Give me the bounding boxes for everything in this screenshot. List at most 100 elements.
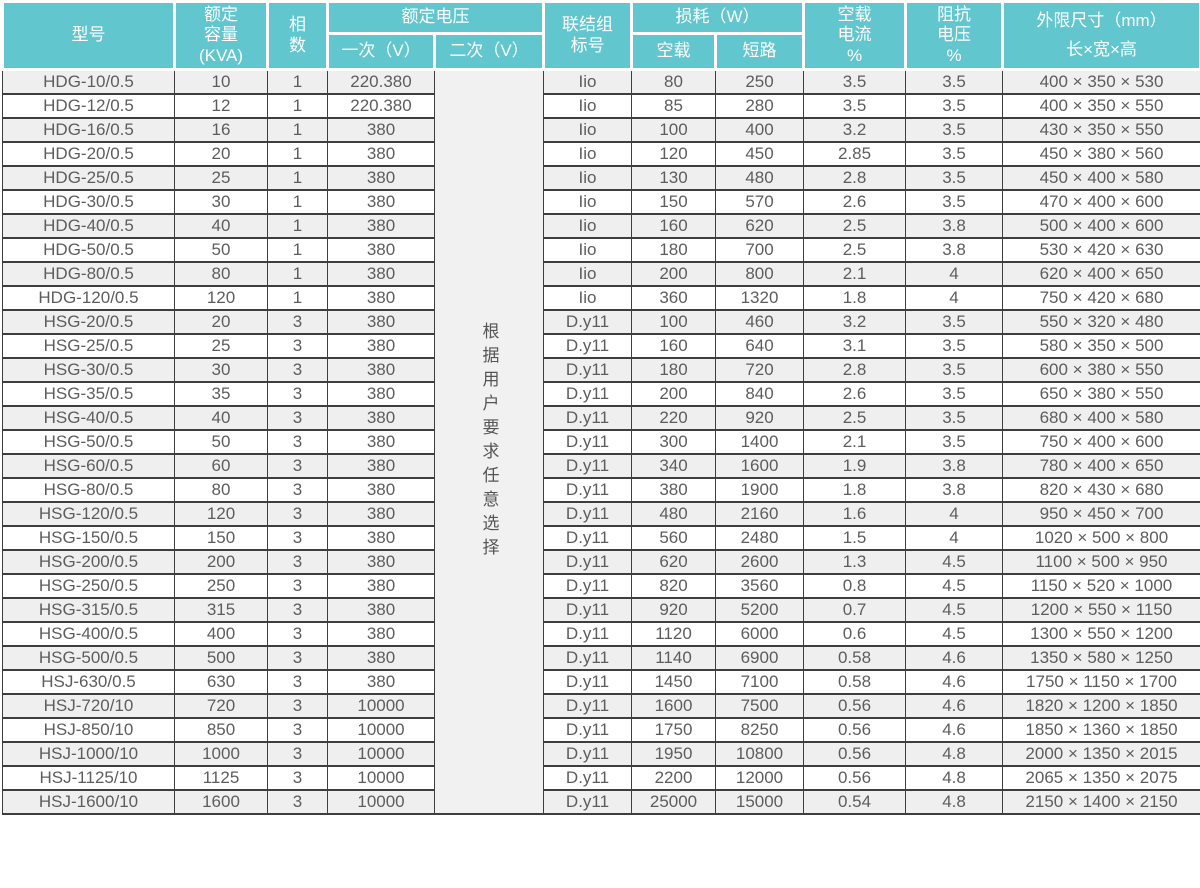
cell-capacity: 16	[174, 116, 268, 143]
cell-model: HDG-40/0.5	[2, 212, 175, 239]
cell-connection-group: D.y11	[543, 740, 632, 767]
cell-dimensions: 750 × 400 × 600	[1002, 428, 1200, 455]
cell-short-circuit-loss: 250	[714, 68, 805, 95]
cell-no-load-current: 2.5	[803, 404, 907, 431]
cell-impedance-voltage: 4.6	[905, 644, 1004, 671]
cell-capacity: 40	[174, 404, 268, 431]
cell-impedance-voltage: 4.8	[905, 788, 1004, 815]
cell-phases: 1	[267, 284, 328, 311]
cell-short-circuit-loss: 460	[714, 308, 805, 335]
cell-dimensions: 620 × 400 × 650	[1002, 260, 1200, 287]
cell-connection-group: D.y11	[543, 620, 632, 647]
cell-model: HSG-250/0.5	[2, 572, 175, 599]
cell-connection-group: Iio	[543, 284, 632, 311]
cell-primary-voltage: 10000	[327, 740, 435, 767]
cell-dimensions: 1150 × 520 × 1000	[1002, 572, 1200, 599]
cell-model: HSG-80/0.5	[2, 476, 175, 503]
cell-model: HSJ-850/10	[2, 716, 175, 743]
cell-phases: 3	[267, 404, 328, 431]
cell-dimensions: 550 × 320 × 480	[1002, 308, 1200, 335]
cell-primary-voltage: 380	[327, 260, 435, 287]
cell-model: HSJ-1000/10	[2, 740, 175, 767]
cell-connection-group: D.y11	[543, 356, 632, 383]
cell-dimensions: 650 × 380 × 550	[1002, 380, 1200, 407]
cell-primary-voltage: 380	[327, 500, 435, 527]
cell-no-load-current: 1.8	[803, 476, 907, 503]
cell-impedance-voltage: 3.8	[905, 452, 1004, 479]
cell-primary-voltage: 380	[327, 236, 435, 263]
cell-no-load-loss: 1600	[631, 692, 716, 719]
cell-model: HSG-120/0.5	[2, 500, 175, 527]
cell-short-circuit-loss: 450	[714, 140, 805, 167]
table-row: HSG-150/0.5 150 3 380 D.y11 560 2480 1.5…	[2, 524, 1200, 551]
cell-no-load-current: 0.8	[803, 572, 907, 599]
cell-short-circuit-loss: 480	[714, 164, 805, 191]
cell-model: HSJ-1125/10	[2, 764, 175, 791]
cell-no-load-loss: 1120	[631, 620, 716, 647]
cell-short-circuit-loss: 1320	[714, 284, 805, 311]
cell-primary-voltage: 380	[327, 476, 435, 503]
cell-phases: 1	[267, 140, 328, 167]
cell-phases: 3	[267, 308, 328, 335]
cell-connection-group: D.y11	[543, 452, 632, 479]
cell-primary-voltage: 380	[327, 620, 435, 647]
cell-short-circuit-loss: 12000	[714, 764, 805, 791]
cell-dimensions: 780 × 400 × 650	[1002, 452, 1200, 479]
cell-model: HSG-35/0.5	[2, 380, 175, 407]
col-header-secondary-voltage: 二次（V）	[433, 32, 545, 71]
cell-short-circuit-loss: 920	[714, 404, 805, 431]
cell-no-load-loss: 100	[631, 308, 716, 335]
cell-connection-group: D.y11	[543, 404, 632, 431]
cell-no-load-loss: 1950	[631, 740, 716, 767]
cell-no-load-loss: 1140	[631, 644, 716, 671]
cell-model: HDG-20/0.5	[2, 140, 175, 167]
cell-dimensions: 1820 × 1200 × 1850	[1002, 692, 1200, 719]
cell-phases: 3	[267, 548, 328, 575]
cell-capacity: 850	[174, 716, 268, 743]
table-body: HDG-10/0.5 10 1 220.380 根据用户要求任意选择 Iio 80…	[2, 68, 1200, 815]
cell-short-circuit-loss: 6000	[714, 620, 805, 647]
cell-impedance-voltage: 4	[905, 260, 1004, 287]
col-header-rated-voltage: 额定电压	[326, 0, 545, 35]
cell-dimensions: 2000 × 1350 × 2015	[1002, 740, 1200, 767]
cell-model: HSG-500/0.5	[2, 644, 175, 671]
cell-no-load-current: 0.6	[803, 620, 907, 647]
cell-dimensions: 500 × 400 × 600	[1002, 212, 1200, 239]
cell-short-circuit-loss: 3560	[714, 572, 805, 599]
cell-impedance-voltage: 3.8	[905, 236, 1004, 263]
cell-connection-group: D.y11	[543, 764, 632, 791]
cell-capacity: 25	[174, 332, 268, 359]
cell-connection-group: D.y11	[543, 428, 632, 455]
cell-impedance-voltage: 4.5	[905, 596, 1004, 623]
cell-model: HDG-120/0.5	[2, 284, 175, 311]
cell-impedance-voltage: 4.5	[905, 572, 1004, 599]
cell-primary-voltage: 220.380	[327, 92, 435, 119]
col-header-no-load-loss: 空载	[630, 32, 717, 71]
cell-no-load-loss: 380	[631, 476, 716, 503]
cell-no-load-current: 3.2	[803, 308, 907, 335]
cell-impedance-voltage: 4	[905, 500, 1004, 527]
cell-connection-group: Iio	[543, 164, 632, 191]
cell-no-load-current: 0.56	[803, 692, 907, 719]
cell-phases: 3	[267, 380, 328, 407]
table-row: HSJ-1125/10 1125 3 10000 D.y11 2200 1200…	[2, 764, 1200, 791]
cell-phases: 3	[267, 572, 328, 599]
cell-model: HDG-16/0.5	[2, 116, 175, 143]
cell-impedance-voltage: 3.5	[905, 188, 1004, 215]
cell-impedance-voltage: 4.6	[905, 716, 1004, 743]
cell-primary-voltage: 10000	[327, 692, 435, 719]
cell-capacity: 315	[174, 596, 268, 623]
cell-primary-voltage: 10000	[327, 764, 435, 791]
table-row: HDG-10/0.5 10 1 220.380 根据用户要求任意选择 Iio 80…	[2, 68, 1200, 815]
cell-no-load-loss: 560	[631, 524, 716, 551]
table-row: HSG-50/0.5 50 3 380 D.y11 300 1400 2.1 3…	[2, 428, 1200, 455]
cell-connection-group: D.y11	[543, 644, 632, 671]
cell-no-load-loss: 1750	[631, 716, 716, 743]
cell-model: HDG-10/0.5	[2, 68, 175, 95]
cell-short-circuit-loss: 2480	[714, 524, 805, 551]
cell-primary-voltage: 380	[327, 332, 435, 359]
table-row: HDG-80/0.5 80 1 380 Iio 200 800 2.1 4 62…	[2, 260, 1200, 287]
col-header-primary-voltage: 一次（V）	[326, 32, 436, 71]
cell-primary-voltage: 380	[327, 380, 435, 407]
cell-dimensions: 430 × 350 × 550	[1002, 116, 1200, 143]
